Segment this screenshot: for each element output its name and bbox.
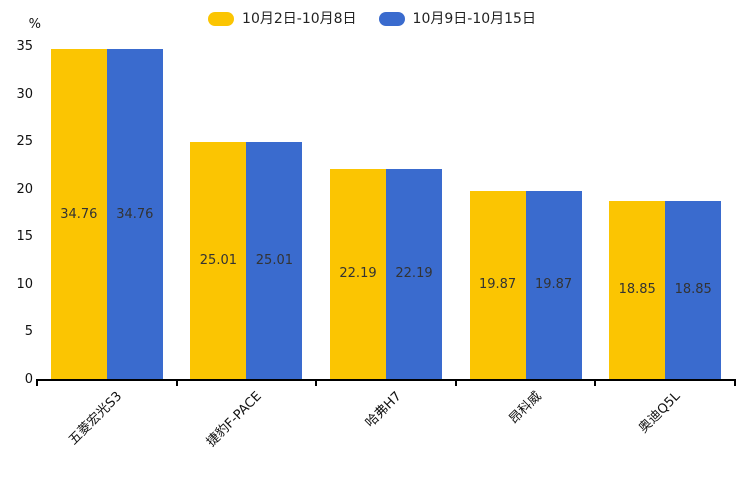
bar-value-label: 34.76: [116, 206, 154, 222]
x-axis-tick: [734, 380, 736, 386]
bar-value-label: 19.87: [534, 277, 573, 293]
bar-series-0-cat-4[interactable]: [609, 200, 666, 380]
bar-value-label: 18.85: [618, 282, 656, 298]
bar-series-0-cat-1[interactable]: [190, 142, 247, 380]
bar-value-label: 34.76: [60, 206, 98, 222]
y-axis-tick-label: 30: [16, 86, 33, 102]
x-axis-category-label: 捷豹F-PACE: [204, 389, 265, 450]
legend-label: 10月9日-10月15日: [412, 11, 536, 27]
y-axis-tick-label: 0: [24, 372, 33, 387]
x-axis-category-label: 哈弗H7: [362, 389, 405, 431]
bar-series-0-cat-2[interactable]: [330, 168, 386, 380]
bar-value-label: 25.01: [199, 253, 237, 269]
bar-value-label: 19.87: [478, 277, 517, 293]
legend: 10月2日-10月8日 10月9日-10月15日: [0, 7, 744, 31]
legend-item-0[interactable]: 10月2日-10月8日: [208, 12, 357, 26]
bar-series-0-cat-3[interactable]: [469, 190, 526, 380]
bar-value-label: 18.85: [674, 282, 712, 298]
y-axis-tick-label: 35: [16, 39, 33, 54]
legend-item-1[interactable]: 10月9日-10月15日: [378, 11, 536, 27]
x-axis-tick: [175, 380, 178, 386]
legend-swatch-icon: [208, 12, 235, 26]
x-axis-category-label: 奥迪Q5L: [636, 389, 684, 437]
y-axis-tick-label: 10: [16, 276, 33, 292]
x-axis-tick: [36, 380, 38, 386]
bar-series-1-cat-3[interactable]: [525, 190, 582, 380]
bar-series-1-cat-4[interactable]: [665, 200, 722, 380]
bar-series-1-cat-1[interactable]: [246, 142, 303, 380]
x-axis-line: [36, 379, 736, 381]
bar-series-0-cat-0[interactable]: [50, 49, 107, 380]
x-axis-tick: [594, 380, 597, 386]
y-axis-unit-label: %: [28, 17, 41, 32]
y-axis-tick-label: 20: [16, 181, 33, 197]
bar-series-1-cat-0[interactable]: [106, 49, 163, 380]
x-axis-tick: [315, 380, 318, 386]
bar-value-label: 25.01: [255, 253, 293, 269]
y-axis-tick-label: 15: [16, 229, 33, 245]
bar-value-label: 22.19: [339, 266, 377, 282]
y-axis-tick-label: 5: [24, 324, 33, 340]
legend-label: 10月2日-10月8日: [242, 11, 357, 27]
x-axis-tick: [454, 380, 457, 386]
x-axis-category-label: 五菱宏光S3: [66, 389, 126, 449]
bar-value-label: 22.19: [395, 266, 433, 282]
y-axis-tick-label: 25: [16, 134, 33, 150]
bar-series-1-cat-2[interactable]: [386, 168, 442, 380]
x-axis-category-label: 昂科威: [506, 389, 545, 428]
legend-swatch-icon: [378, 12, 405, 26]
